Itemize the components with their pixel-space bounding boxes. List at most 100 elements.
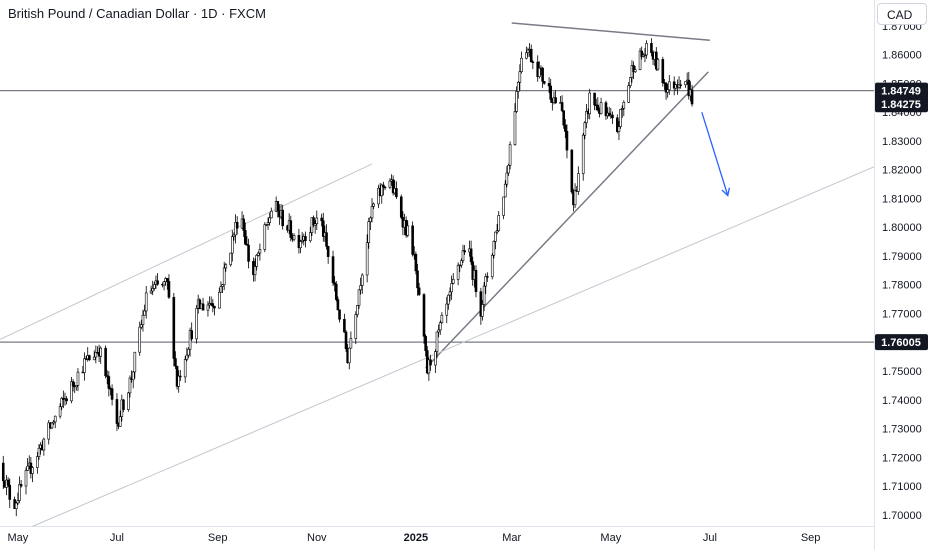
candle — [42, 437, 46, 456]
candle-body — [380, 184, 384, 197]
candle-body — [573, 189, 577, 206]
candle-body — [687, 79, 691, 97]
x-tick-label: Mar — [502, 532, 521, 544]
candle-body — [58, 406, 62, 417]
candle — [300, 231, 304, 244]
candle — [422, 292, 426, 344]
candle-body — [367, 221, 371, 243]
candle — [127, 391, 130, 412]
candle — [650, 38, 653, 57]
candle-body — [333, 282, 336, 285]
candle-body — [542, 81, 546, 84]
channel-upper-line — [0, 163, 373, 340]
candle — [107, 371, 111, 397]
candle-body — [42, 438, 46, 451]
candle — [94, 345, 98, 364]
candle — [153, 281, 156, 291]
candle — [577, 166, 580, 196]
x-tick-label: Nov — [307, 532, 327, 544]
candle-body — [110, 388, 114, 400]
candle — [138, 321, 142, 356]
candle — [490, 253, 494, 280]
candle-body — [664, 82, 668, 93]
candle — [596, 97, 600, 112]
candle-body — [222, 267, 226, 286]
candle — [24, 467, 28, 495]
candle — [297, 228, 301, 254]
candle-body — [482, 285, 486, 305]
candle-body — [599, 102, 603, 114]
candle — [633, 65, 637, 74]
candle-body — [338, 309, 341, 320]
candle — [206, 301, 210, 317]
candle-body — [347, 347, 351, 364]
candle-body — [549, 85, 553, 100]
candle — [257, 251, 260, 257]
candle-body — [372, 203, 375, 207]
candle-body — [281, 209, 284, 227]
candle — [185, 347, 189, 362]
candle-body — [172, 296, 176, 359]
candle-body — [206, 304, 210, 311]
candle-body — [188, 330, 192, 350]
candle-body — [320, 217, 323, 222]
candle-body — [26, 465, 29, 471]
candle-body — [497, 215, 501, 231]
candle-body — [585, 111, 588, 124]
candle — [481, 300, 484, 321]
candle-body — [677, 84, 681, 88]
candle-body — [229, 252, 232, 266]
candle — [424, 334, 427, 357]
y-tick-label: 1.78000 — [882, 280, 922, 292]
candle — [495, 224, 499, 235]
candle — [516, 81, 520, 99]
price-labels: 1.84749 1.76005 1.84275 — [875, 82, 928, 351]
candle — [448, 287, 452, 302]
currency-button[interactable]: CAD — [877, 3, 927, 25]
candle — [380, 183, 384, 204]
x-tick-label: Jul — [703, 532, 717, 544]
price-label-box — [875, 82, 928, 99]
candle — [620, 105, 624, 119]
candle — [399, 194, 403, 220]
candle — [645, 40, 648, 59]
candle — [141, 309, 145, 332]
candle-body — [76, 371, 80, 386]
candle-body — [349, 338, 353, 349]
candle-body — [395, 188, 398, 198]
candle-body — [156, 280, 159, 285]
candle-body — [144, 292, 148, 312]
candle-body — [221, 284, 224, 287]
candle — [167, 274, 171, 299]
candle-series — [1, 38, 694, 517]
candle — [76, 368, 80, 392]
candle-body — [218, 291, 221, 309]
candle-body — [92, 356, 96, 361]
candle — [172, 292, 176, 367]
candle — [497, 211, 501, 232]
candle — [382, 181, 385, 196]
candle — [679, 79, 682, 89]
candle — [622, 100, 626, 117]
candle — [188, 327, 192, 357]
candle — [115, 393, 119, 431]
candle — [583, 120, 587, 140]
candle — [326, 245, 330, 264]
candle — [547, 77, 551, 94]
candle-body — [596, 104, 600, 111]
candle — [336, 296, 340, 311]
candle — [617, 120, 621, 141]
horizontal-levels — [0, 90, 874, 343]
y-tick-label: 1.73000 — [882, 424, 922, 436]
candle-body — [564, 124, 567, 132]
x-tick-label: May — [7, 532, 28, 544]
time-axis[interactable]: May Jul Sep Nov 2025 Mar May Jul Sep — [7, 532, 820, 544]
candle-body — [313, 223, 317, 226]
candle-body — [399, 196, 403, 218]
candle — [75, 385, 78, 391]
price-label-text: 1.84749 — [881, 86, 921, 98]
candle — [276, 200, 280, 218]
candle-body — [565, 131, 569, 151]
